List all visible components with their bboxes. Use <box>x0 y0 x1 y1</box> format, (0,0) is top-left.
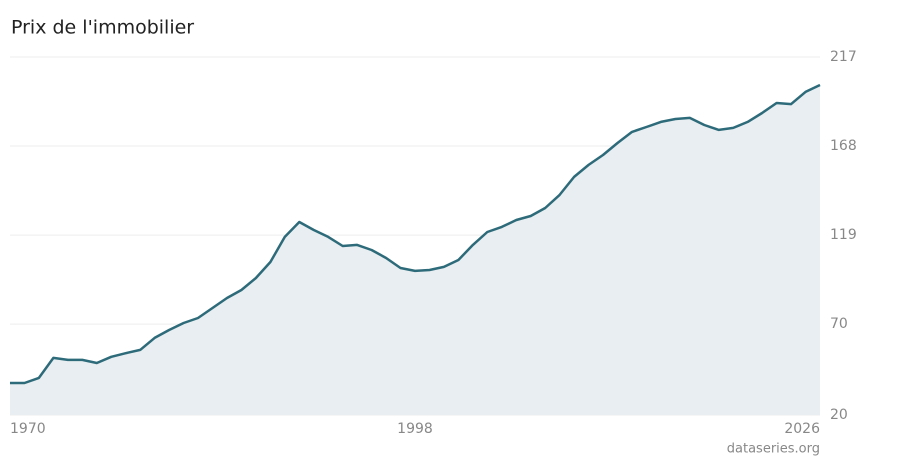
y-tick-label: 20 <box>830 407 848 423</box>
area-fill <box>10 85 820 415</box>
line <box>10 83 821 385</box>
y-tick-label: 119 <box>830 227 857 243</box>
chart-title: Prix de l'immobilier <box>11 17 194 39</box>
source: dataseries.org <box>727 442 820 457</box>
y-tick-label: 168 <box>830 138 857 154</box>
x-tick-label: 1970 <box>10 421 46 437</box>
x-tick-label: 1998 <box>397 421 433 437</box>
y-tick-label: 70 <box>830 316 848 332</box>
x-tick-label: 2026 <box>784 421 820 437</box>
y-tick-label: 217 <box>830 49 857 65</box>
